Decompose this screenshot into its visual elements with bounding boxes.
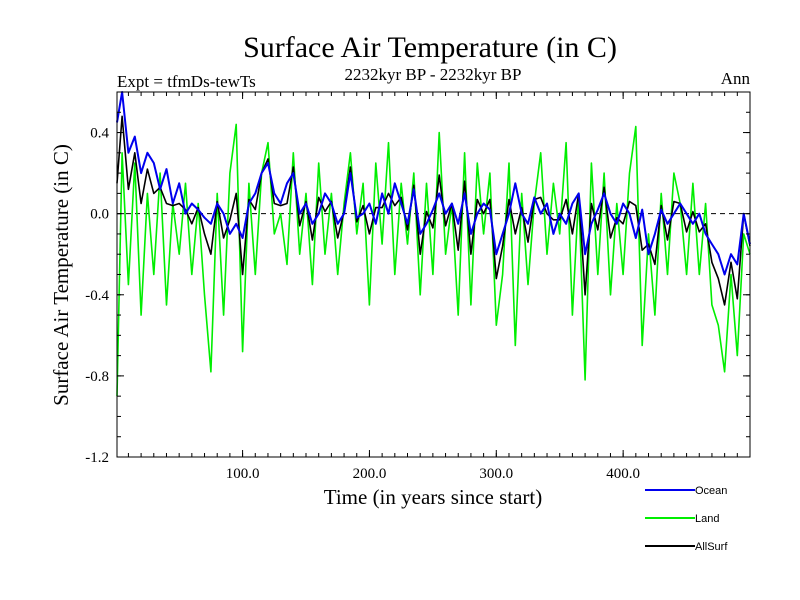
season-label: Ann — [721, 69, 751, 88]
series-line-ocean — [116, 91, 751, 276]
y-axis-label: Surface Air Temperature (in C) — [49, 144, 73, 406]
x-axis-label: Time (in years since start) — [324, 485, 543, 509]
series-group — [116, 91, 751, 397]
x-tick-label: 200.0 — [353, 466, 387, 482]
y-tick-label: 0.4 — [90, 126, 109, 142]
series-line-allsurf — [116, 115, 751, 306]
legend-label-allsurf: AllSurf — [695, 541, 728, 553]
legend-label-ocean: Ocean — [695, 485, 727, 497]
legend-label-land: Land — [695, 513, 719, 525]
ticks-group: -1.2 -0.8 -0.4 0.0 0.4 100.0 200.0 300.0 400.0 — [85, 91, 750, 482]
x-tick-label: 100.0 — [226, 466, 260, 482]
y-tick-label: -0.8 — [85, 369, 109, 385]
y-tick-label: 0.0 — [90, 207, 109, 223]
chart-title: Surface Air Temperature (in C) — [243, 31, 617, 64]
series-line-land — [116, 123, 751, 397]
y-tick-label: -0.4 — [85, 288, 109, 304]
y-tick-label: -1.2 — [85, 450, 109, 466]
x-tick-label: 300.0 — [479, 466, 513, 482]
chart-subtitle: 2232kyr BP - 2232kyr BP — [345, 65, 522, 84]
legend: Ocean Land AllSurf — [645, 485, 728, 553]
experiment-label: Expt = tfmDs-tewTs — [117, 72, 256, 91]
x-tick-label: 400.0 — [606, 466, 640, 482]
